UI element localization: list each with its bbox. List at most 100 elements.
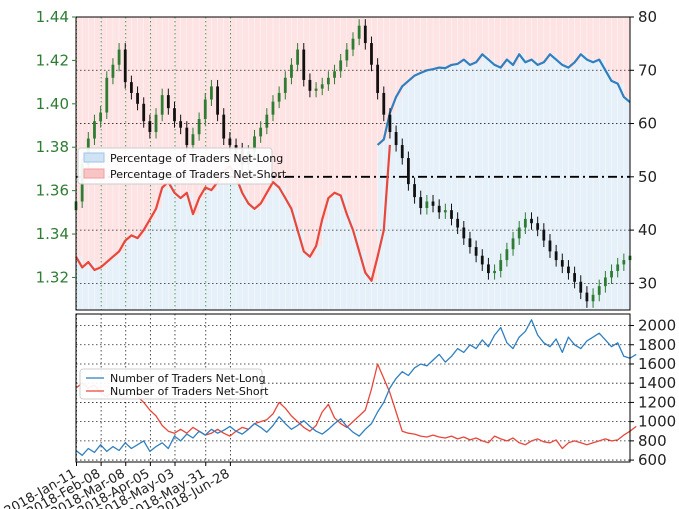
net-long-shade (303, 251, 311, 310)
net-long-shade (377, 144, 385, 310)
net-long-shade (199, 198, 206, 310)
net-short-shade (162, 17, 169, 188)
price-candle (210, 86, 213, 100)
net-long-shade (371, 280, 379, 310)
price-candle (320, 84, 324, 89)
net-short-shade (334, 17, 342, 193)
series-line-net-long-count (75, 319, 637, 456)
net-short-shade (205, 17, 212, 188)
net-long-shade (488, 59, 496, 311)
net-long-shade (211, 190, 219, 310)
net-long-shade (420, 72, 428, 310)
net-long-shade (346, 214, 354, 310)
net-long-shade (476, 62, 483, 311)
net-short-shade (94, 17, 102, 271)
price-candle (542, 229, 546, 241)
top-legend: Percentage of Traders Net-Long Percentage… (77, 147, 287, 185)
price-candle (308, 79, 312, 91)
price-candle (585, 292, 589, 302)
net-long-shade (556, 59, 563, 311)
net-short-shade (359, 17, 366, 252)
net-long-shade (223, 171, 231, 310)
price-candle (160, 95, 164, 115)
net-long-shade (611, 80, 619, 310)
net-long-shade (248, 203, 256, 310)
net-short-shade (242, 17, 249, 193)
net-short-shade (82, 17, 89, 268)
net-short-shade (303, 17, 311, 252)
net-long-shade (605, 70, 613, 310)
price-candle (179, 121, 183, 128)
net-long-shade (272, 182, 280, 310)
net-short-shade (248, 17, 256, 204)
count-tick-label: 2000 (638, 317, 676, 335)
net-short-shade (377, 17, 385, 145)
price-candle (616, 264, 620, 271)
price-candle (136, 92, 139, 104)
net-long-shade (494, 64, 502, 310)
net-long-shade (328, 198, 336, 310)
net-short-shade (451, 17, 459, 65)
price-candle (191, 134, 195, 146)
net-short-shade (531, 17, 539, 60)
net-short-shade (119, 17, 126, 252)
bottom-frame (75, 313, 631, 463)
net-short-shade (125, 17, 132, 241)
net-short-shade (76, 17, 83, 257)
net-short-shade (88, 17, 95, 263)
net-long-shade (389, 112, 397, 311)
net-short-shade (593, 17, 600, 63)
net-short-shade (322, 17, 329, 220)
net-short-shade (223, 17, 231, 172)
price-candle (517, 227, 521, 239)
net-short-shade (568, 17, 576, 68)
net-long-shade (137, 238, 145, 310)
price-candle (363, 25, 367, 44)
net-long-shade (599, 59, 606, 311)
net-short-shade (439, 17, 446, 68)
net-long-shade (119, 251, 126, 310)
net-short-shade (445, 17, 452, 69)
net-long-shade (414, 75, 422, 310)
net-short-shade (291, 17, 299, 209)
price-candle (148, 121, 152, 133)
price-candle (443, 210, 447, 213)
price-candle (468, 238, 472, 248)
net-short-shade (168, 17, 175, 183)
price-tick-label: 1.38 (36, 138, 69, 156)
net-short-shade (457, 17, 465, 64)
net-long-shade (88, 262, 95, 310)
percent-tick-label: 40 (638, 221, 657, 239)
net-long-shade (568, 67, 576, 310)
price-candle (117, 49, 121, 65)
net-short-shade (506, 17, 514, 60)
net-long-shade (408, 80, 416, 310)
net-short-shade (199, 17, 206, 199)
price-candle (105, 77, 109, 113)
net-long-shade (549, 54, 557, 310)
count-tick-label: 1400 (638, 374, 676, 392)
price-candle (222, 114, 226, 139)
net-short-shade (611, 17, 619, 81)
net-long-shade (537, 64, 545, 310)
net-long-shade (513, 64, 520, 310)
net-long-shade (562, 64, 569, 310)
net-short-shade (476, 17, 483, 63)
price-tick-label: 1.34 (36, 225, 69, 243)
net-long-shade (433, 69, 440, 310)
price-candle (111, 64, 115, 78)
net-short-shade (482, 17, 489, 55)
percent-tick-label: 80 (638, 8, 657, 26)
percent-tick-label: 30 (638, 274, 657, 292)
price-candle (142, 103, 146, 122)
net-long-shade (426, 70, 434, 310)
price-candle (290, 64, 293, 78)
price-tick-label: 1.36 (36, 182, 69, 200)
price-candle (407, 158, 410, 185)
net-long-shade (593, 62, 600, 311)
legend-label-net-long-pct: Percentage of Traders Net-Long (110, 152, 283, 165)
price-candle (333, 71, 336, 78)
price-candle (326, 77, 330, 85)
